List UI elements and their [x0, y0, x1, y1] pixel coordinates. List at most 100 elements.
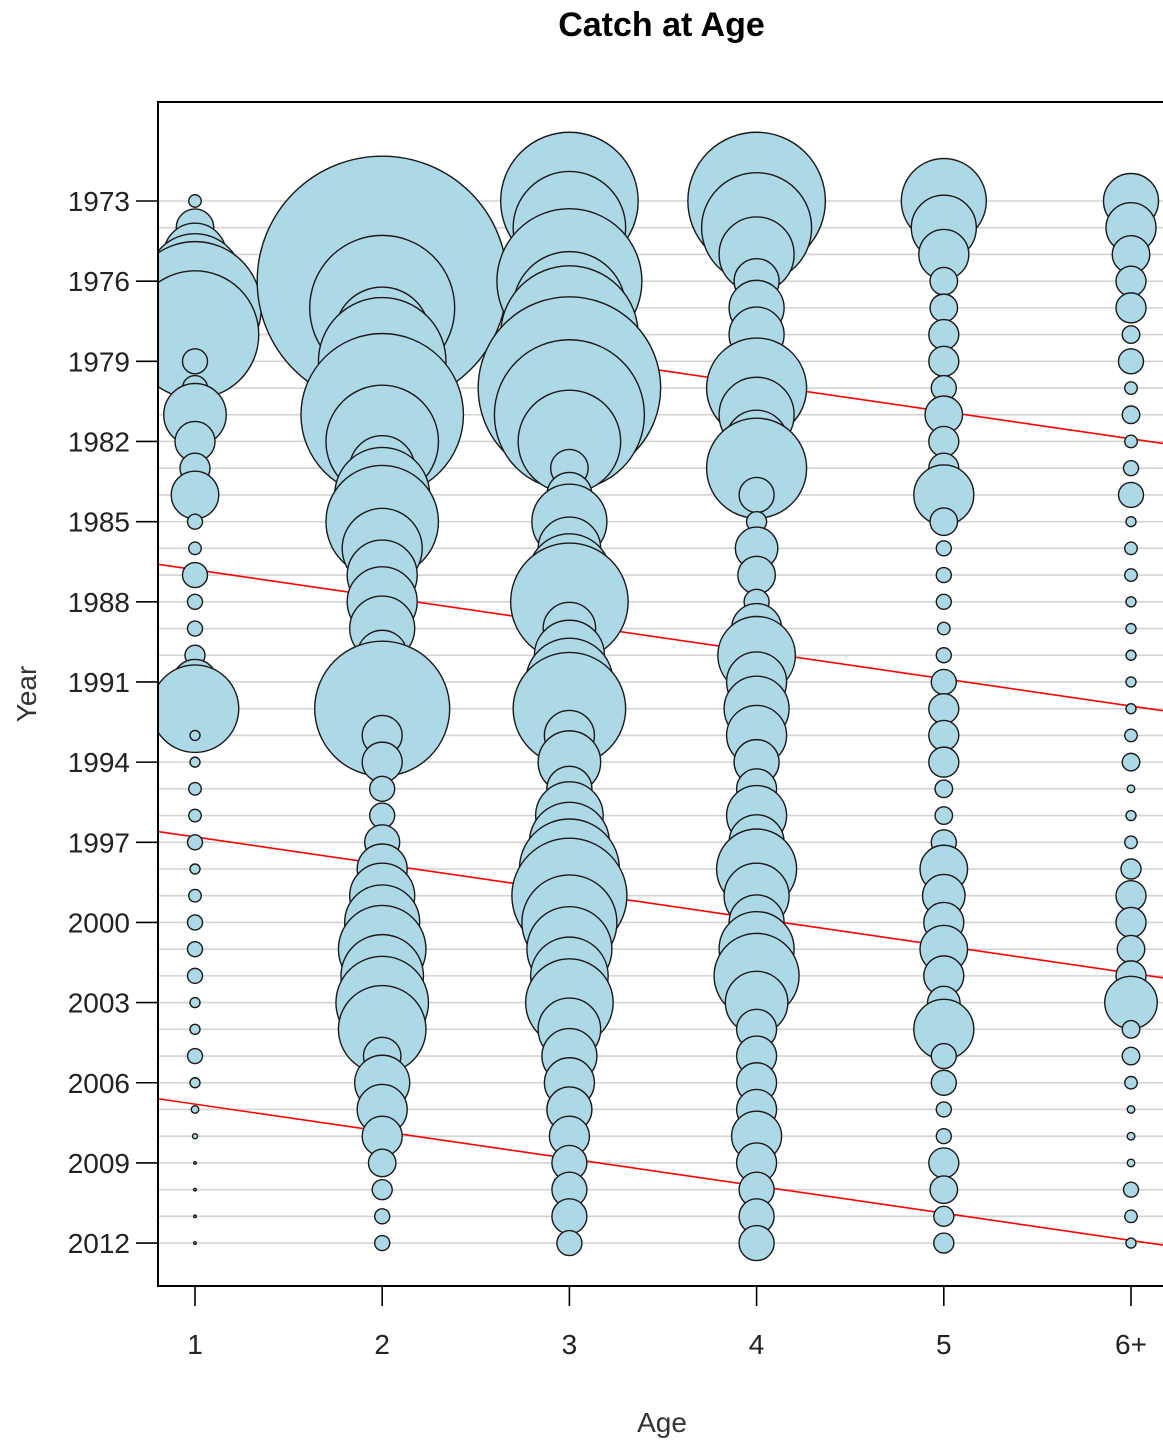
- bubble: [1125, 809, 1137, 822]
- x-tick-label: 3: [562, 1329, 578, 1360]
- bubble: [933, 1205, 955, 1228]
- bubble: [1121, 752, 1141, 772]
- bubble: [1117, 481, 1145, 509]
- x-tick-label: 4: [749, 1329, 765, 1360]
- bubble: [936, 621, 951, 636]
- bubble: [1125, 676, 1137, 688]
- bubble: [935, 1127, 952, 1145]
- bubble: [928, 746, 960, 778]
- bubble: [1115, 880, 1147, 912]
- y-tick-label: 1982: [68, 426, 130, 457]
- bubble: [1125, 596, 1137, 608]
- bubble: [186, 593, 204, 610]
- cohort-line: [158, 1097, 1163, 1246]
- bubble: [188, 541, 202, 556]
- bubble: [158, 664, 240, 754]
- bubble: [929, 1175, 959, 1205]
- bubble: [1124, 381, 1138, 395]
- bubble: [1121, 405, 1141, 425]
- bubble: [190, 1105, 200, 1114]
- bubble: [928, 692, 960, 725]
- bubble: [928, 719, 960, 752]
- y-tick-label: 2000: [68, 907, 130, 938]
- bubble: [934, 806, 954, 826]
- bubble: [193, 1214, 197, 1219]
- bubble: [1124, 835, 1138, 850]
- bubble: [374, 1208, 391, 1225]
- bubble: [556, 1229, 583, 1257]
- bubble: [1117, 348, 1145, 375]
- bubble: [1120, 858, 1142, 880]
- bubble: [1126, 1105, 1136, 1114]
- bubble: [1122, 460, 1140, 477]
- bubble: [189, 729, 201, 742]
- y-tick-label: 1988: [68, 587, 130, 618]
- bubble: [186, 940, 204, 958]
- bubble: [737, 555, 777, 595]
- bubble: [189, 1023, 201, 1036]
- bubble: [1126, 1158, 1136, 1168]
- cohort-lines: [158, 296, 1163, 1246]
- x-tick-label: 6+: [1115, 1329, 1147, 1360]
- bubble: [1125, 515, 1137, 528]
- bubble: [928, 425, 960, 458]
- y-tick-label: 1994: [68, 747, 130, 778]
- bubble: [188, 808, 202, 823]
- y-tick-label: 2006: [68, 1068, 130, 1099]
- bubble: [929, 266, 959, 296]
- bubble: [186, 967, 204, 985]
- bubble: [186, 1047, 204, 1065]
- bubble: [929, 293, 959, 323]
- bubble: [1126, 1131, 1136, 1141]
- bubble: [186, 914, 204, 931]
- bubble: [933, 1232, 955, 1254]
- bubble: [369, 775, 396, 803]
- bubble: [186, 620, 204, 637]
- bubble: [930, 1042, 957, 1070]
- bubble: [935, 566, 952, 584]
- y-tick-label: 1997: [68, 827, 130, 858]
- bubble: [1124, 568, 1138, 583]
- bubble: [186, 834, 204, 851]
- bubble: [191, 1132, 199, 1140]
- bubble: [1115, 265, 1147, 297]
- bubble: [935, 1101, 952, 1118]
- bubble: [1125, 702, 1137, 715]
- bubble: [1124, 1075, 1138, 1090]
- bubble: [935, 593, 952, 610]
- bubble: [188, 888, 202, 903]
- bubble: [928, 1147, 960, 1179]
- bubble: [181, 561, 209, 589]
- bubble: [1121, 325, 1141, 345]
- plot-frame: [157, 101, 1163, 1287]
- bubble: [551, 1198, 588, 1235]
- bubble: [181, 348, 209, 375]
- bubble: [930, 1069, 957, 1096]
- y-tick-label: 1985: [68, 507, 130, 538]
- y-tick-label: 1979: [68, 346, 130, 377]
- y-tick-label: 1973: [68, 186, 130, 217]
- x-tick-label: 1: [187, 1329, 203, 1360]
- bubble: [1121, 1019, 1141, 1039]
- y-tick-label: 1991: [68, 667, 130, 698]
- bubble: [189, 996, 201, 1009]
- bubble: [189, 863, 201, 875]
- x-tick-label: 5: [936, 1329, 952, 1360]
- bubble: [935, 540, 952, 557]
- bubble: [1121, 1046, 1141, 1066]
- bubble: [193, 1187, 197, 1192]
- cohort-line: [158, 830, 1163, 979]
- bubble: [1126, 784, 1136, 794]
- bubble: [1124, 1209, 1138, 1224]
- bubble: [1124, 434, 1138, 449]
- bubble: [170, 470, 220, 520]
- bubble: [1115, 906, 1147, 939]
- bubble: [1125, 1237, 1137, 1249]
- bubble: [374, 1234, 391, 1252]
- bubble: [188, 781, 202, 796]
- bubble: [189, 756, 201, 768]
- y-tick-label: 2003: [68, 988, 130, 1019]
- bubble: [928, 318, 960, 351]
- bubble: [934, 779, 954, 799]
